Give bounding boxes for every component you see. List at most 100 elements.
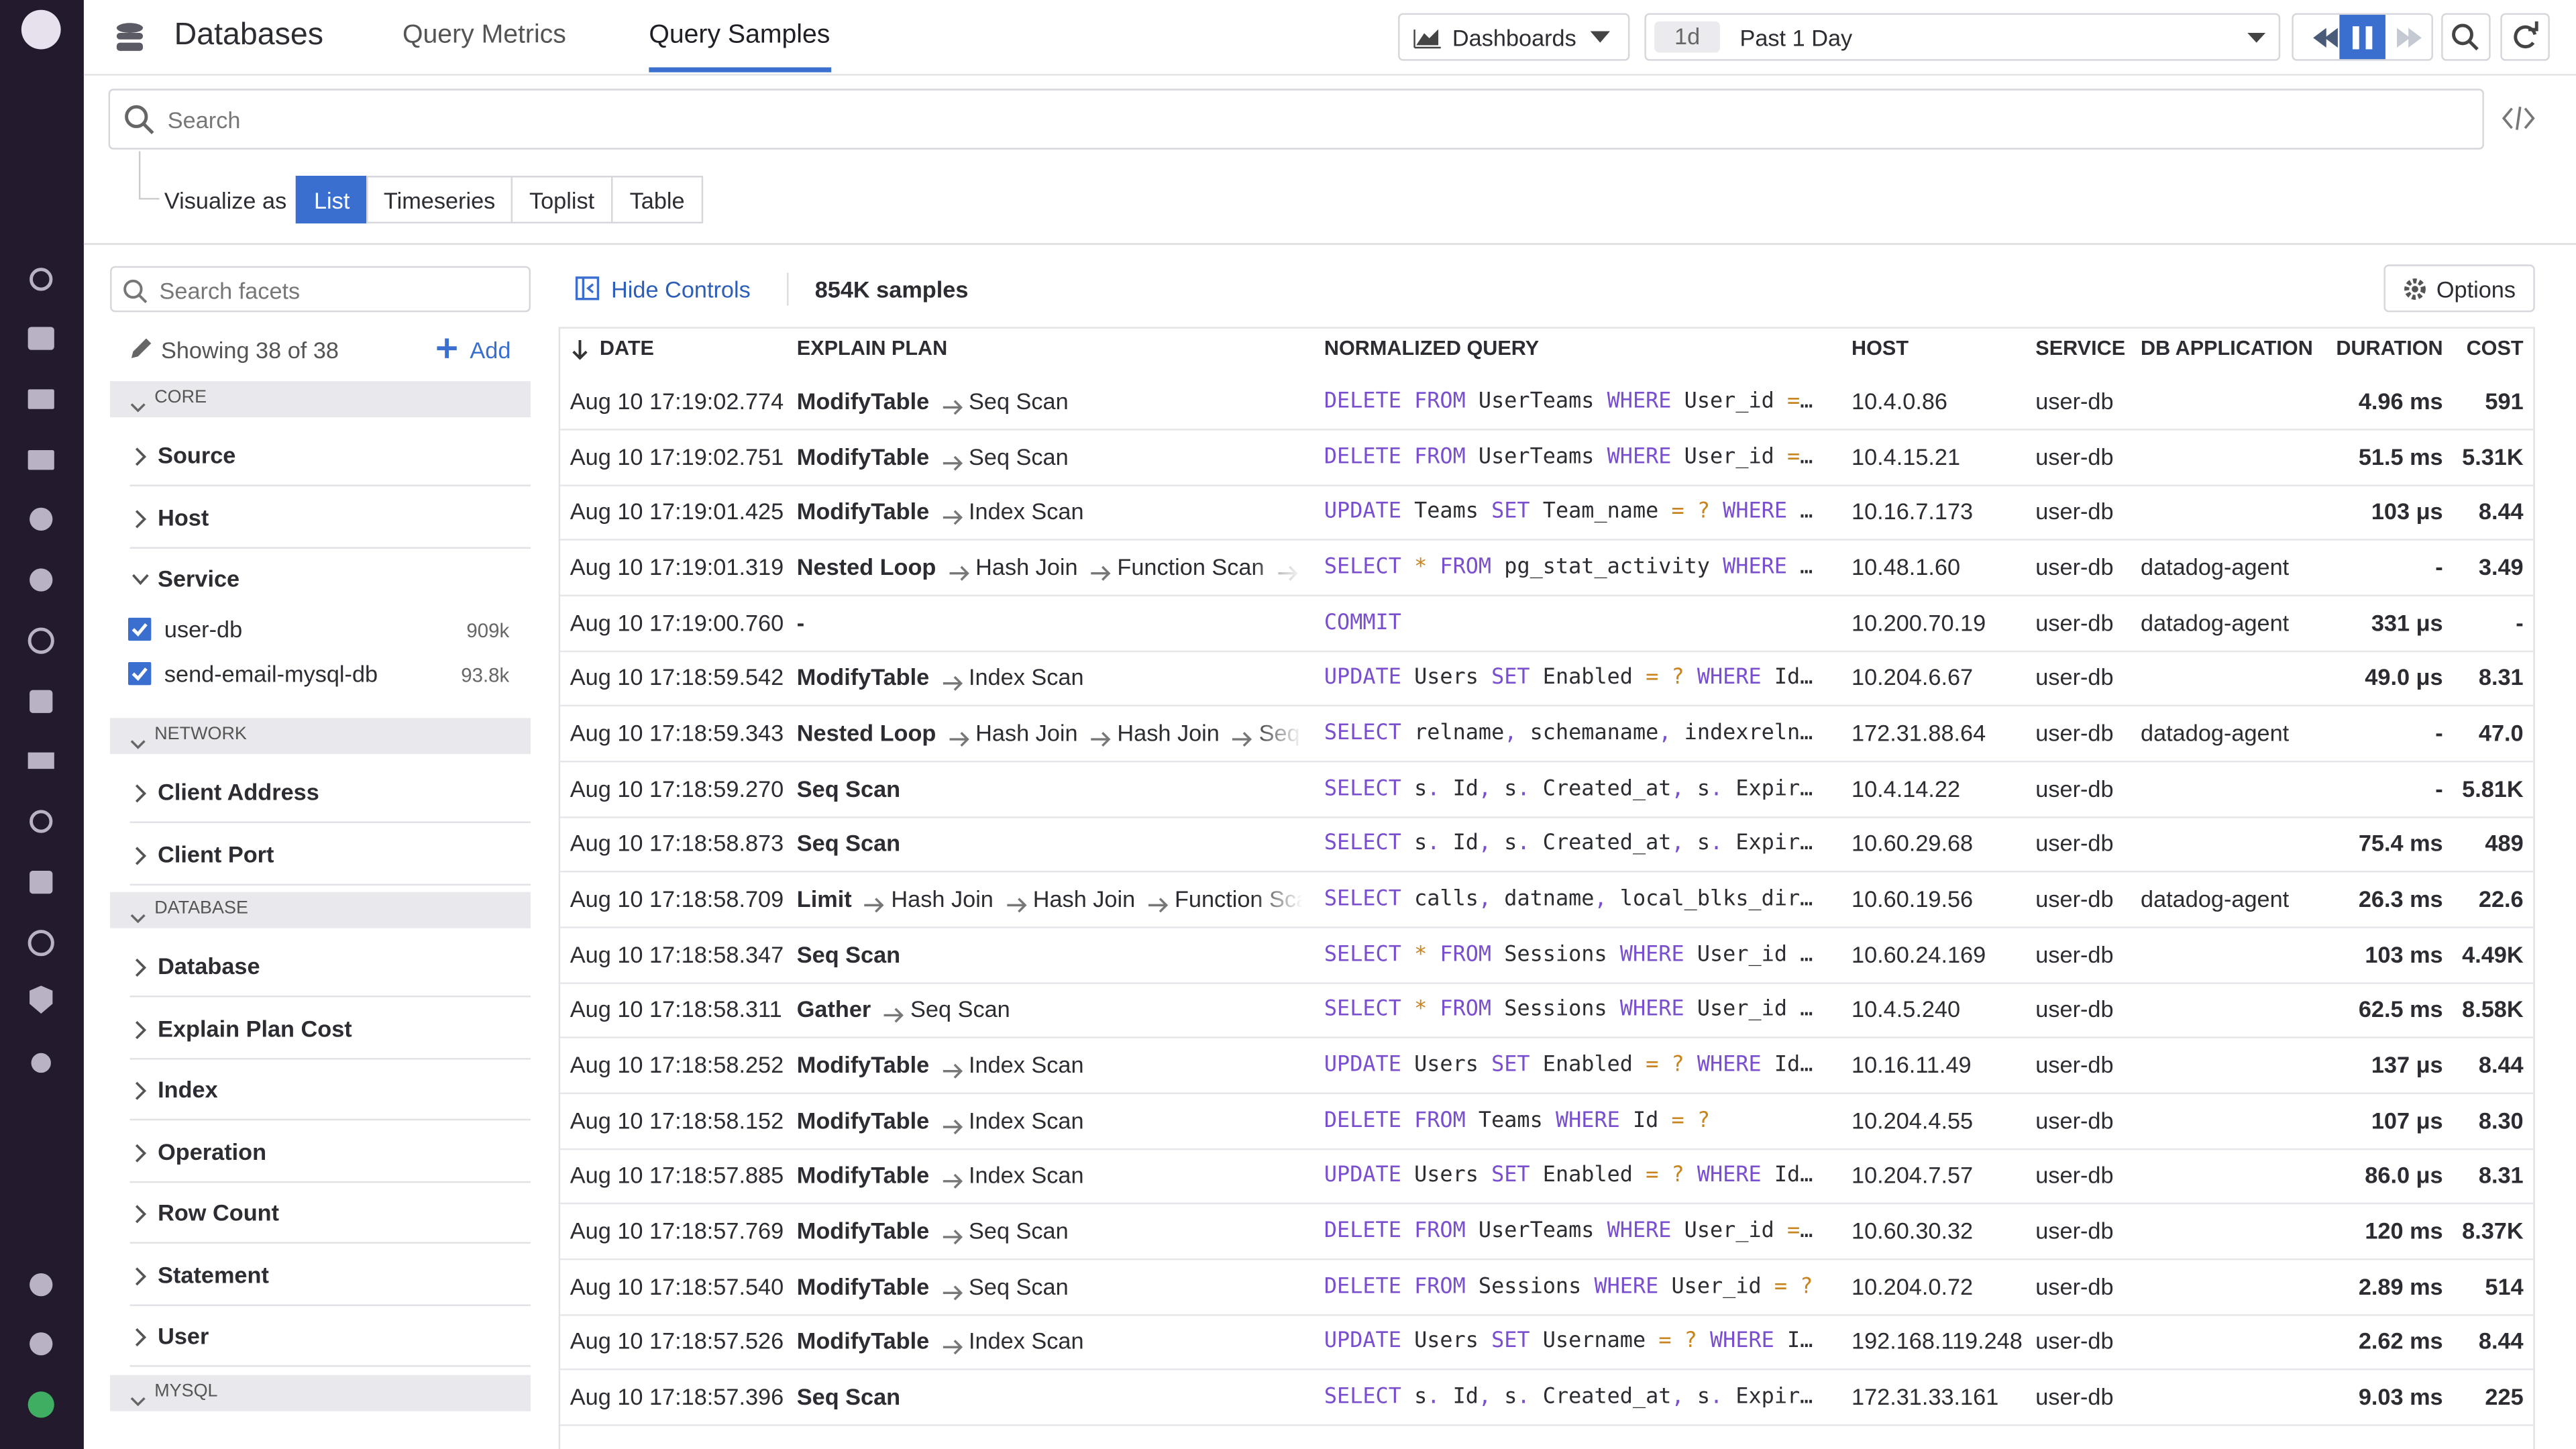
facet-name[interactable]: Statement (158, 1260, 269, 1287)
options-button[interactable]: Options (2383, 264, 2535, 313)
facet-name[interactable]: Explain Plan Cost (158, 1014, 352, 1041)
cost-cell: 489 (2485, 830, 2524, 857)
plan-step: Index Scan (969, 1106, 1084, 1134)
facet-group-header (110, 381, 531, 418)
column-header[interactable]: DURATION (2336, 337, 2443, 360)
plan-step: Seq Scan (796, 1383, 901, 1410)
hide-controls[interactable]: Hide Controls (611, 276, 751, 303)
plan-step: Seq S (1258, 719, 1303, 746)
duration-cell: 26.3 ms (2358, 885, 2443, 912)
dashboards-icon (1413, 29, 1441, 49)
facet-name[interactable]: Source (158, 441, 236, 468)
plan-step: ModifyTable (796, 1273, 930, 1299)
facet-name[interactable]: User (158, 1322, 209, 1349)
plan-arrow (942, 1058, 963, 1084)
date-cell: Aug 10 17:18:59.270 (570, 775, 784, 802)
host-cell: 10.204.0.72 (1851, 1273, 1974, 1299)
plan-arrow-shape (942, 676, 963, 692)
code-toggle[interactable] (2500, 103, 2536, 133)
facet-group-header (110, 892, 531, 928)
column-header[interactable]: HOST (1851, 337, 1909, 360)
facet-name[interactable]: Row Count (158, 1199, 280, 1226)
facet-value[interactable]: user-db (164, 616, 243, 643)
visualize-option[interactable]: Table (611, 176, 704, 224)
service-cell: user-db (2035, 1106, 2114, 1134)
plan-arrow-shape (949, 566, 969, 581)
time-picker[interactable]: 1d Past 1 Day (1644, 13, 2281, 61)
plan-step: Seq Scan (969, 387, 1069, 415)
plan-step: ModifyTable (796, 1328, 930, 1354)
plan-arrow-shape (942, 1063, 963, 1079)
chevron (131, 1141, 151, 1167)
facet-name[interactable]: Client Port (158, 840, 274, 867)
plan-arrow-shape (942, 1119, 963, 1134)
search-placeholder: Search (167, 107, 241, 133)
duration-cell: - (2435, 719, 2443, 746)
column-header[interactable]: DATE (599, 337, 654, 360)
cost-cell: 5.31K (2462, 443, 2524, 470)
row-separator (560, 926, 2534, 928)
plan-arrow-shape (942, 1174, 963, 1189)
query-cell: SELECT calls, datname, local_blks_dir… (1324, 887, 1813, 912)
host-cell: 10.4.5.240 (1851, 996, 1961, 1023)
duration-cell: 51.5 ms (2358, 443, 2443, 470)
facet-name[interactable]: Client Address (158, 778, 319, 806)
facet-group-name: MYSQL (154, 1381, 218, 1401)
query-cell: DELETE FROM Sessions WHERE User_id = ? (1324, 1274, 1813, 1299)
date-cell: Aug 10 17:18:58.873 (570, 830, 784, 857)
plan-step: Hash Join (1032, 885, 1136, 912)
plan-step: Seq Scan (796, 830, 901, 857)
plan-arrow-shape (949, 732, 969, 747)
plan-step: Seq Scan (796, 775, 901, 802)
column-header[interactable]: DB APPLICATION (2141, 337, 2313, 360)
dashboards-button[interactable]: Dashboards (1398, 13, 1630, 61)
plan-step: ModifyTable (796, 664, 930, 691)
nav-tab[interactable]: Query Samples (649, 21, 830, 50)
facet-name[interactable]: Service (158, 565, 240, 592)
search-bar[interactable]: Search (108, 89, 2484, 150)
plan-arrow (1277, 560, 1297, 586)
chevron-shape (135, 509, 147, 528)
plan-cell: Seq Scan (797, 941, 1303, 974)
query-cell: SELECT s. Id, s. Created_at, s. Expir… (1324, 1385, 1813, 1410)
visualize-option[interactable]: List (295, 176, 368, 224)
chevron-shape (135, 784, 147, 803)
nav-tab[interactable]: Query Metrics (402, 21, 566, 50)
facet-name[interactable]: Index (158, 1076, 218, 1103)
facet-value[interactable]: send-email-mysql-db (164, 660, 378, 687)
facet-search[interactable]: Search facets (110, 266, 531, 313)
plan-step: ModifyTable (796, 1106, 930, 1134)
chevron (131, 445, 151, 472)
visualize-option[interactable]: Timeseries (366, 176, 513, 224)
plan-arrow (949, 726, 969, 752)
column-header[interactable]: EXPLAIN PLAN (796, 337, 948, 360)
service-cell: user-db (2035, 941, 2114, 967)
plan-step: Function Scan (1174, 885, 1303, 912)
host-cell: 10.4.0.86 (1851, 387, 1947, 415)
plan-cell: ModifyTable Index Scan (797, 1328, 1303, 1361)
host-cell: 10.60.19.56 (1851, 885, 1974, 912)
row-separator (560, 816, 2534, 818)
facet-name[interactable]: Database (158, 953, 260, 979)
chevron (129, 392, 146, 419)
chevron-shape (135, 846, 147, 865)
facet-name[interactable]: Operation (158, 1137, 267, 1165)
cost-cell: 5.81K (2462, 775, 2524, 802)
column-header[interactable]: COST (2466, 337, 2524, 360)
facet-separator (129, 484, 531, 486)
refresh-button[interactable] (2500, 13, 2550, 61)
facet-name[interactable]: Host (158, 503, 209, 530)
plan-step: Function Scan (1117, 553, 1265, 580)
duration-cell: 4.96 ms (2358, 387, 2443, 415)
host-cell: 172.31.33.161 (1851, 1383, 1999, 1410)
add-facet[interactable]: Add (470, 337, 511, 364)
column-header[interactable]: NORMALIZED QUERY (1324, 337, 1540, 360)
checkbox (127, 661, 152, 690)
playback-controls (2292, 13, 2433, 61)
date-cell: Aug 10 17:18:58.252 (570, 1051, 784, 1078)
search-button[interactable] (2441, 13, 2491, 61)
column-header[interactable]: SERVICE (2035, 337, 2126, 360)
visualize-option[interactable]: Toplist (511, 176, 613, 224)
plan-cell: ModifyTable Index Scan (797, 498, 1303, 531)
